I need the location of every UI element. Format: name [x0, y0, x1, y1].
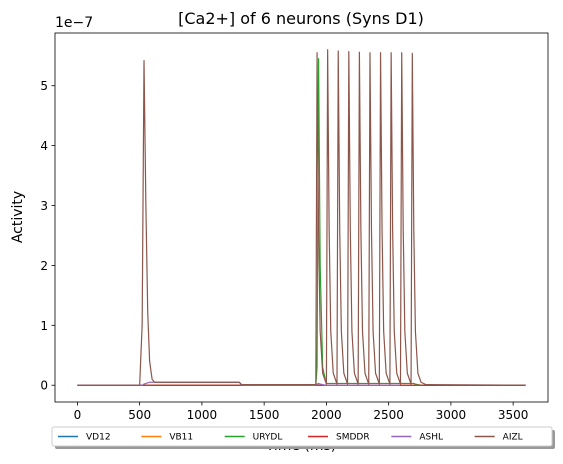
- x-tick-label: 2500: [373, 408, 404, 422]
- x-tick-label: 1500: [249, 408, 280, 422]
- x-tick-label: 1000: [187, 408, 218, 422]
- x-tick-label: 3500: [498, 408, 529, 422]
- legend-label: ASHL: [419, 433, 443, 443]
- x-tick-label: 0: [74, 408, 82, 422]
- legend-label: AIZL: [503, 433, 523, 443]
- legend: VD12 VB11 URYDL SMDDR ASHL AIZL: [51, 426, 555, 449]
- x-tick-label: 500: [128, 408, 151, 422]
- data-line: [77, 49, 526, 386]
- y-tick-label: 4: [40, 139, 48, 153]
- y-tick-label: 3: [40, 199, 48, 213]
- x-tick-label: 2000: [311, 408, 342, 422]
- y-tick-label: 0: [40, 379, 48, 393]
- y-offset-label: 1e−7: [55, 15, 93, 31]
- legend-box: [51, 426, 553, 447]
- y-tick-label: 2: [40, 259, 48, 273]
- legend-label: VB11: [169, 433, 193, 443]
- plot-frame: [54, 32, 549, 403]
- legend-label: VD12: [86, 433, 111, 443]
- y-axis-label: Activity: [10, 191, 26, 243]
- chart-title: [Ca2+] of 6 neurons (Syns D1): [178, 9, 424, 28]
- y-tick-label: 5: [40, 79, 48, 93]
- x-tick-label: 3000: [436, 408, 467, 422]
- y-tick-label: 1: [40, 319, 48, 333]
- legend-label: SMDDR: [336, 433, 370, 443]
- legend-label: URYDL: [253, 433, 283, 443]
